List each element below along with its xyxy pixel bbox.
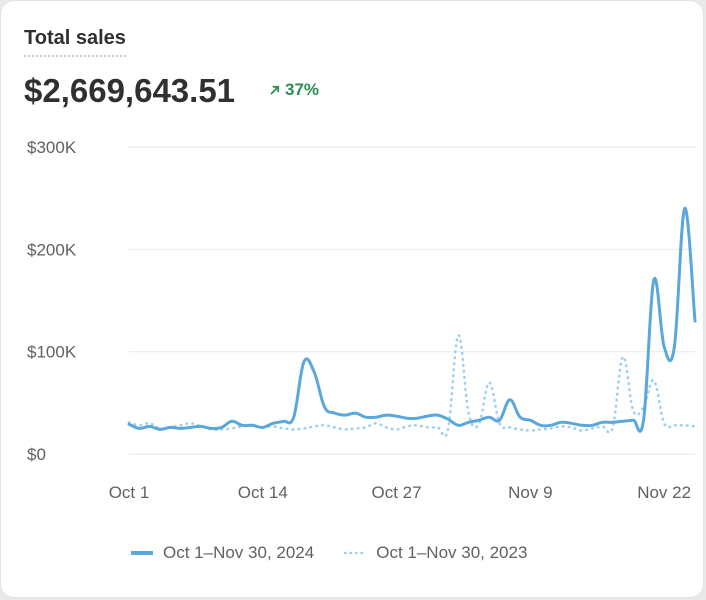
- x-tick-label: Oct 14: [238, 483, 288, 502]
- series-line-2024: [127, 206, 697, 433]
- legend-label-previous: Oct 1–Nov 30, 2023: [376, 543, 528, 562]
- change-badge: 37%: [269, 80, 319, 100]
- x-tick-label: Nov 9: [508, 483, 552, 502]
- change-percent: 37%: [285, 80, 320, 99]
- total-sales-value: $2,669,643.51: [24, 72, 236, 109]
- legend-item-current[interactable]: Oct 1–Nov 30, 2024: [131, 543, 314, 563]
- card-title[interactable]: Total sales: [24, 25, 126, 57]
- x-tick-label: Nov 22: [637, 483, 691, 502]
- sales-line-chart: $0 $100K $200K $300K Oct 1 Oct 14 Oct 27 Nov 9 N…: [27, 138, 697, 502]
- x-tick-label: Oct 27: [372, 483, 422, 502]
- arrow-up-right-icon: [269, 84, 281, 96]
- y-tick-label: $300K: [27, 138, 77, 157]
- legend-swatch-previous: [344, 551, 367, 555]
- legend-item-previous[interactable]: Oct 1–Nov 30, 2023: [344, 543, 527, 563]
- y-tick-label: $100K: [27, 343, 77, 362]
- y-tick-label: $0: [27, 445, 46, 464]
- x-tick-label: Oct 1: [109, 483, 150, 502]
- chart-legend: Oct 1–Nov 30, 2024 Oct 1–Nov 30, 2023: [131, 543, 527, 563]
- series-line-2023: [127, 333, 697, 438]
- legend-label-current: Oct 1–Nov 30, 2024: [163, 543, 315, 562]
- y-tick-label: $200K: [27, 240, 77, 259]
- legend-swatch-current: [131, 551, 153, 555]
